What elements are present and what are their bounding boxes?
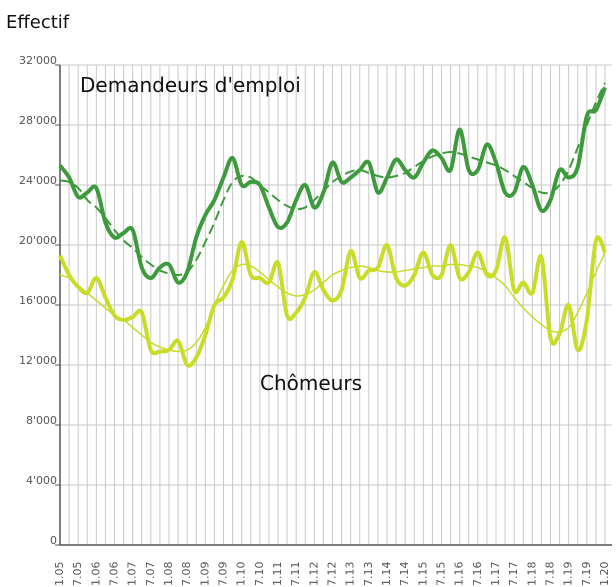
x-tick-label: 7.16 — [471, 562, 484, 587]
y-tick-label: 4'000 — [26, 474, 57, 487]
x-tick-label: 1.18 — [525, 562, 538, 587]
series-line — [58, 86, 607, 285]
annotation: Chômeurs — [260, 371, 362, 395]
x-tick-label: 7.08 — [180, 562, 193, 587]
x-tick-label: 7.11 — [289, 562, 302, 587]
y-tick-label: 12'000 — [19, 354, 57, 367]
x-tick-label: 7.06 — [108, 562, 121, 587]
x-tick-label: 7.12 — [326, 562, 339, 587]
x-tick-label: 7.09 — [217, 562, 230, 587]
lines — [58, 82, 607, 368]
x-tick-label: 1.16 — [453, 562, 466, 587]
x-tick-label: 1.09 — [198, 562, 211, 587]
x-tick-label: 7.15 — [435, 562, 448, 587]
x-tick-label: 7.05 — [71, 562, 84, 587]
annotation: Demandeurs d'emploi — [80, 73, 301, 97]
x-tick-label: 7.17 — [507, 562, 520, 587]
series-line — [59, 252, 606, 353]
x-tick-label: 7.10 — [253, 562, 266, 587]
x-tick-label: 1.14 — [380, 562, 393, 587]
y-tick-label: 24'000 — [19, 174, 57, 187]
y-tick-label: 20'000 — [19, 234, 57, 247]
x-tick-label: 7.19 — [580, 562, 593, 587]
y-tick-label: 28'000 — [19, 114, 57, 127]
series-line — [59, 82, 606, 277]
x-tick-label: 1.07 — [126, 562, 139, 587]
y-tick-label: 32'000 — [19, 54, 57, 67]
x-tick-label: 1.11 — [271, 562, 284, 587]
x-tick-label: 1.20 — [598, 562, 611, 587]
x-tick-label: 1.15 — [416, 562, 429, 587]
y-tick-label: 8'000 — [26, 414, 57, 427]
x-tick-label: 7.07 — [144, 562, 157, 587]
chart-title: Effectif — [6, 12, 70, 33]
x-tick-label: 1.12 — [307, 562, 320, 587]
x-tick-label: 1.17 — [489, 562, 502, 587]
y-tick-label: 16'000 — [19, 294, 57, 307]
x-tick-label: 1.06 — [89, 562, 102, 587]
x-tick-label: 7.18 — [544, 562, 557, 587]
x-tick-label: 1.19 — [562, 562, 575, 587]
x-tick-label: 7.13 — [362, 562, 375, 587]
y-tick-label: 0 — [50, 534, 57, 547]
x-tick-label: 1.10 — [235, 562, 248, 587]
series-line — [58, 235, 607, 368]
x-tick-label: 1.13 — [344, 562, 357, 587]
x-tick-label: 1.05 — [53, 562, 66, 587]
grid: 1.05 7.05 1.06 7.06 1.07 7.07 1.08 7.08 1.09 7.09… — [19, 54, 612, 586]
x-tick-label: 1.08 — [162, 562, 175, 587]
x-tick-label: 7.14 — [398, 562, 411, 587]
